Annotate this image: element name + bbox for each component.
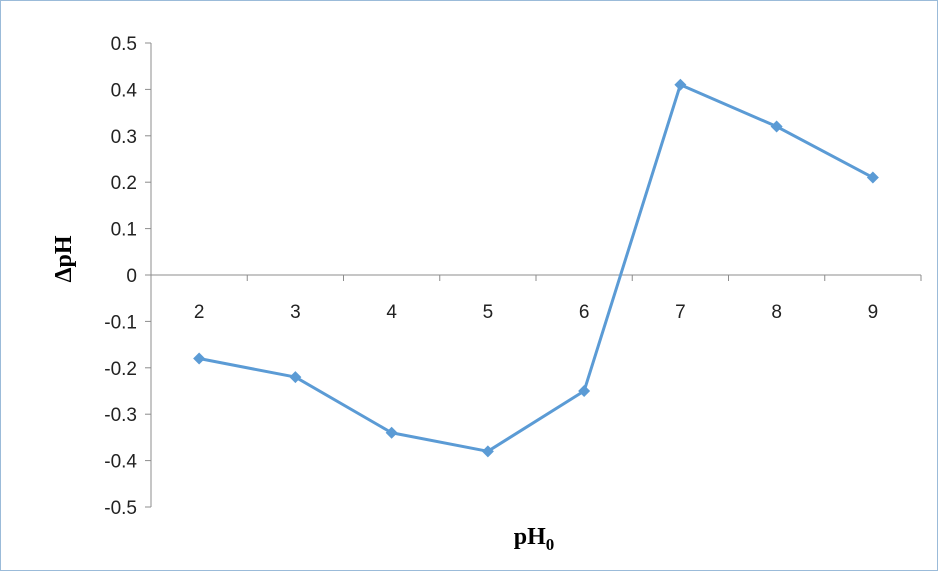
x-tick-label: 8 bbox=[771, 302, 782, 323]
x-tick-label: 3 bbox=[290, 302, 301, 323]
y-tick-label: 0.1 bbox=[111, 220, 137, 241]
x-axis-ticks: 2 3 4 5 6 7 8 9 bbox=[150, 275, 922, 323]
y-tick-label: -0.2 bbox=[104, 359, 137, 380]
x-tick-label: 9 bbox=[868, 302, 879, 323]
series-markers bbox=[193, 78, 879, 458]
data-point-marker bbox=[289, 371, 302, 384]
y-axis-ticks: 0.5 0.4 0.3 0.2 0.1 0 -0.1 -0.2 -0.3 -0.4 -0.5 bbox=[104, 34, 151, 519]
data-point-marker bbox=[481, 445, 494, 458]
x-tick-label: 7 bbox=[675, 302, 686, 323]
data-point-marker bbox=[674, 78, 687, 91]
x-tick-label: 6 bbox=[579, 302, 590, 323]
y-tick-label: -0.1 bbox=[104, 312, 137, 333]
data-point-marker bbox=[866, 171, 879, 184]
y-tick-label: -0.3 bbox=[104, 405, 137, 426]
y-tick-label: -0.5 bbox=[104, 498, 137, 519]
data-point-marker bbox=[385, 426, 398, 439]
y-tick-label: 0.3 bbox=[111, 127, 137, 148]
data-point-marker bbox=[578, 385, 591, 397]
y-tick-label: 0.5 bbox=[111, 34, 137, 55]
y-tick-label: 0.2 bbox=[111, 173, 137, 194]
x-tick-label: 4 bbox=[386, 302, 397, 323]
data-point-marker bbox=[193, 352, 206, 365]
data-point-marker bbox=[770, 120, 783, 133]
x-tick-label: 5 bbox=[483, 302, 494, 323]
y-axis-title: ΔpH bbox=[51, 235, 77, 282]
x-axis-title: pH0 bbox=[514, 524, 555, 554]
y-tick-label: 0.4 bbox=[111, 80, 138, 101]
y-tick-label: -0.4 bbox=[104, 452, 137, 473]
x-tick-label: 2 bbox=[194, 302, 205, 323]
y-tick-label: 0 bbox=[126, 266, 137, 287]
series-line bbox=[198, 83, 874, 453]
